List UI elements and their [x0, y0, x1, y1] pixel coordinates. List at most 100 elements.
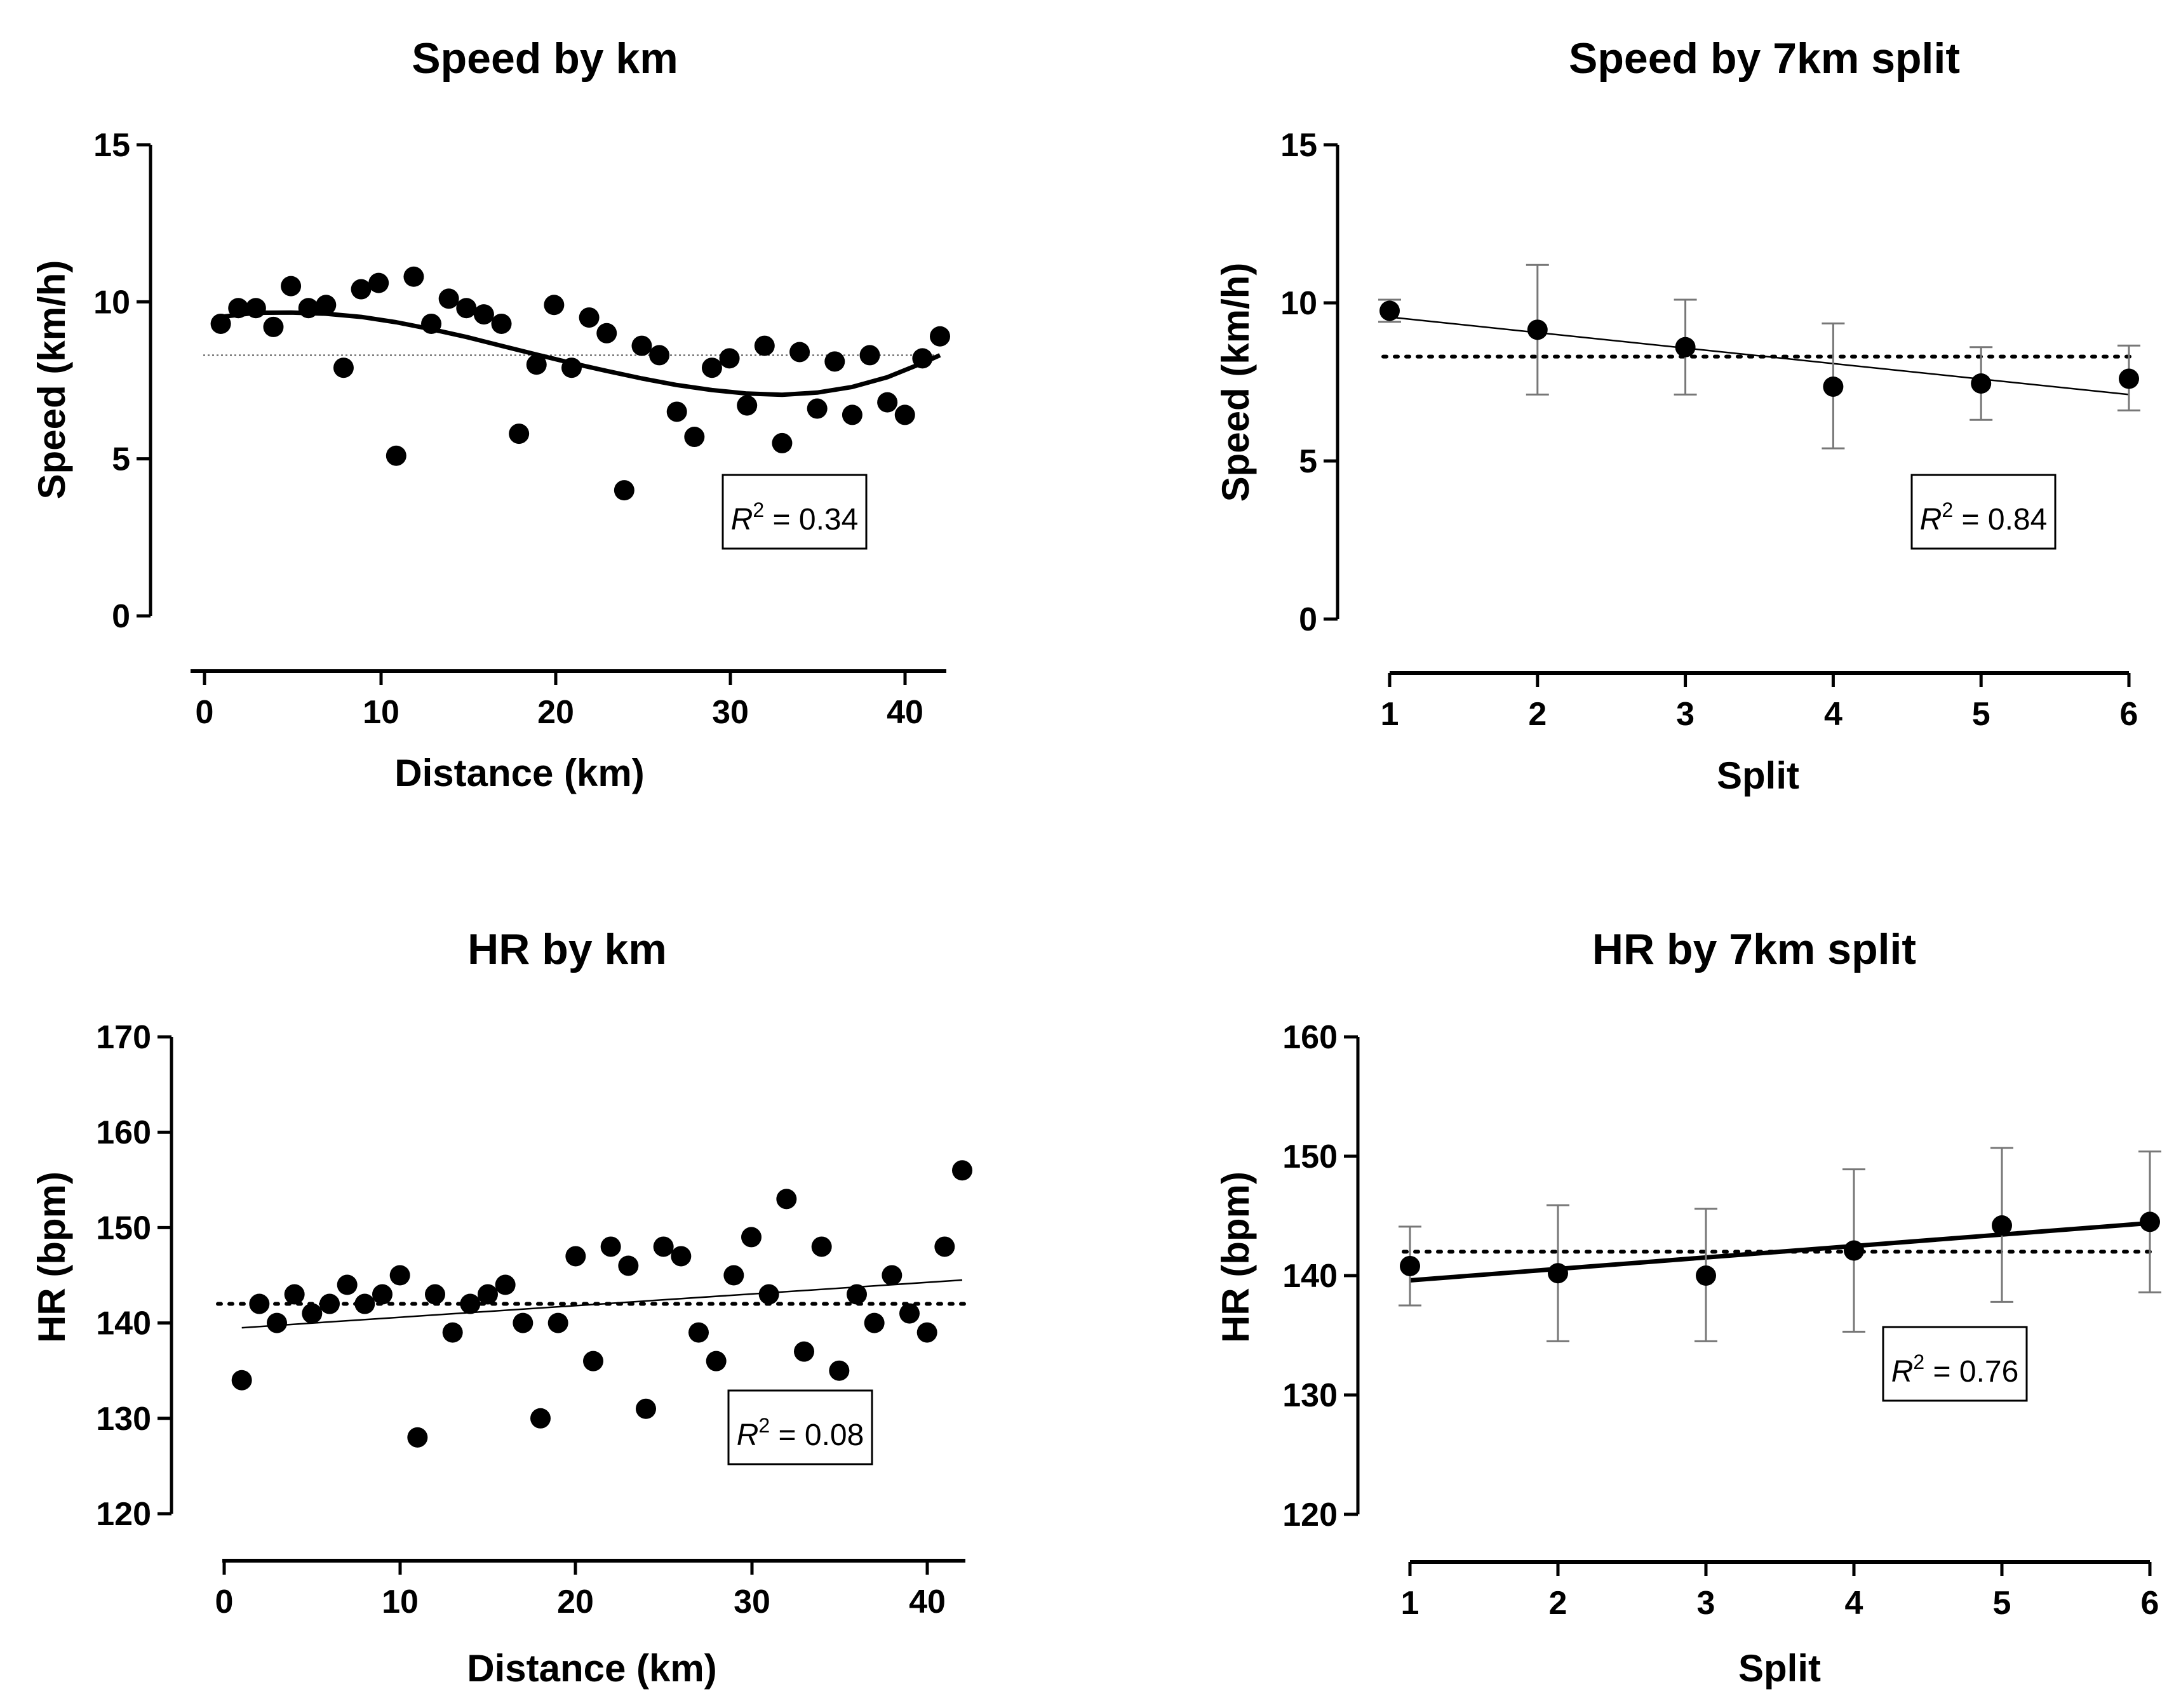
- x-axis: 1 2 3 4 5 6: [1401, 1560, 2159, 1622]
- data-point: [666, 401, 687, 422]
- data-point: [618, 1255, 639, 1276]
- data-point: [930, 326, 950, 347]
- chart-title: HR by 7km split: [1592, 925, 1916, 973]
- x-tick-label: 10: [363, 694, 399, 731]
- x-tick-label: 20: [537, 694, 574, 731]
- y-tick-label: 10: [1280, 285, 1317, 322]
- data-point: [372, 1284, 393, 1305]
- data-point: [281, 276, 302, 297]
- x-axis-label: Split: [1717, 754, 1799, 797]
- fit-line-group: [1409, 1220, 2151, 1283]
- r2-symbol: R: [1891, 1355, 1914, 1389]
- fit-line: [1409, 1220, 2151, 1283]
- data-point: [526, 354, 547, 375]
- data-point: [847, 1284, 867, 1305]
- data-point: [583, 1351, 603, 1371]
- data-point: [807, 398, 828, 419]
- data-point: [565, 1246, 586, 1267]
- r2-value: = 0.34: [764, 503, 858, 537]
- x-tick-label: 5: [1972, 696, 1990, 733]
- data-point: [425, 1284, 445, 1305]
- data-point: [829, 1360, 850, 1381]
- fit-line: [1389, 316, 2130, 396]
- x-tick-label: 40: [909, 1584, 946, 1620]
- x-tick-label: 2: [1528, 696, 1547, 733]
- r2-box: [1910, 474, 2057, 550]
- data-points: [1400, 1211, 2160, 1286]
- data-point: [636, 1398, 656, 1419]
- r2-superscript: 2: [1942, 498, 1953, 521]
- y-tick-label: 5: [1299, 443, 1317, 480]
- r2-annotation: R2 = 0.84: [1910, 474, 2057, 550]
- x-tick-label: 10: [382, 1584, 419, 1620]
- x-axis: 0 10 20 30 40: [215, 1559, 965, 1620]
- data-point: [824, 351, 845, 372]
- r2-text: R2 = 0.84: [1920, 498, 2048, 537]
- data-point: [1992, 1215, 2012, 1236]
- data-point: [754, 335, 775, 356]
- x-tick-label: 4: [1824, 696, 1842, 733]
- y-tick-label: 15: [1280, 127, 1317, 164]
- y-tick-label: 15: [93, 127, 130, 164]
- data-point: [228, 298, 249, 319]
- data-point: [530, 1408, 551, 1429]
- y-tick-label: 160: [1282, 1019, 1338, 1056]
- data-point: [1675, 337, 1696, 357]
- data-point: [701, 357, 722, 378]
- data-point: [776, 1189, 797, 1210]
- data-point: [249, 1293, 270, 1314]
- data-point: [772, 432, 793, 453]
- data-point: [758, 1284, 779, 1305]
- y-tick-label: 120: [1282, 1497, 1338, 1533]
- data-point: [614, 480, 634, 501]
- y-tick-label: 0: [1299, 601, 1317, 638]
- data-point: [456, 298, 477, 319]
- x-tick-label: 6: [2120, 696, 2138, 733]
- data-point: [284, 1284, 305, 1305]
- data-point: [894, 404, 915, 425]
- data-point: [671, 1246, 692, 1267]
- data-point: [495, 1274, 516, 1295]
- data-point: [354, 1293, 375, 1314]
- y-tick-label: 120: [96, 1496, 151, 1533]
- x-tick-label: 4: [1845, 1585, 1863, 1622]
- y-axis: 0 5 10 15: [1280, 127, 1339, 638]
- data-point: [473, 304, 494, 325]
- data-point: [2119, 368, 2139, 389]
- r2-symbol: R: [1920, 503, 1942, 537]
- x-tick-label: 0: [196, 694, 214, 731]
- data-point: [478, 1284, 498, 1305]
- r2-superscript: 2: [758, 1414, 770, 1437]
- y-axis-label: Speed (km/h): [30, 260, 73, 500]
- y-axis: 120 130 140 150 160: [1282, 1019, 1360, 1533]
- y-tick-label: 150: [1282, 1138, 1338, 1175]
- y-tick-label: 5: [112, 441, 130, 478]
- x-axis-label: Distance (km): [467, 1647, 716, 1690]
- r2-superscript: 2: [753, 498, 764, 521]
- x-tick-label: 5: [1993, 1585, 2011, 1622]
- fit-line-group: [1389, 316, 2130, 396]
- y-tick-label: 130: [1282, 1377, 1338, 1414]
- data-point: [719, 348, 740, 369]
- data-point: [706, 1351, 727, 1371]
- data-point: [513, 1312, 534, 1333]
- fit-curve-group: [220, 310, 941, 397]
- r2-superscript: 2: [1913, 1351, 1924, 1373]
- r2-text: R2 = 0.08: [737, 1414, 864, 1452]
- chart-title: Speed by km: [412, 34, 678, 83]
- r2-value: = 0.76: [1924, 1355, 2018, 1389]
- x-tick-label: 30: [734, 1584, 770, 1620]
- x-axis: 0 10 20 30 40: [191, 669, 946, 731]
- x-axis-label: Distance (km): [394, 752, 644, 794]
- data-point: [231, 1370, 252, 1391]
- y-axis: 0 5 10 15: [93, 127, 152, 635]
- chart-title: HR by km: [467, 925, 667, 973]
- data-point: [737, 395, 758, 416]
- data-point: [1527, 319, 1548, 340]
- data-point: [389, 1265, 410, 1286]
- x-axis: 1 2 3 4 5 6: [1381, 671, 2138, 733]
- data-point: [245, 298, 266, 319]
- data-point: [912, 348, 933, 369]
- data-point: [368, 272, 389, 293]
